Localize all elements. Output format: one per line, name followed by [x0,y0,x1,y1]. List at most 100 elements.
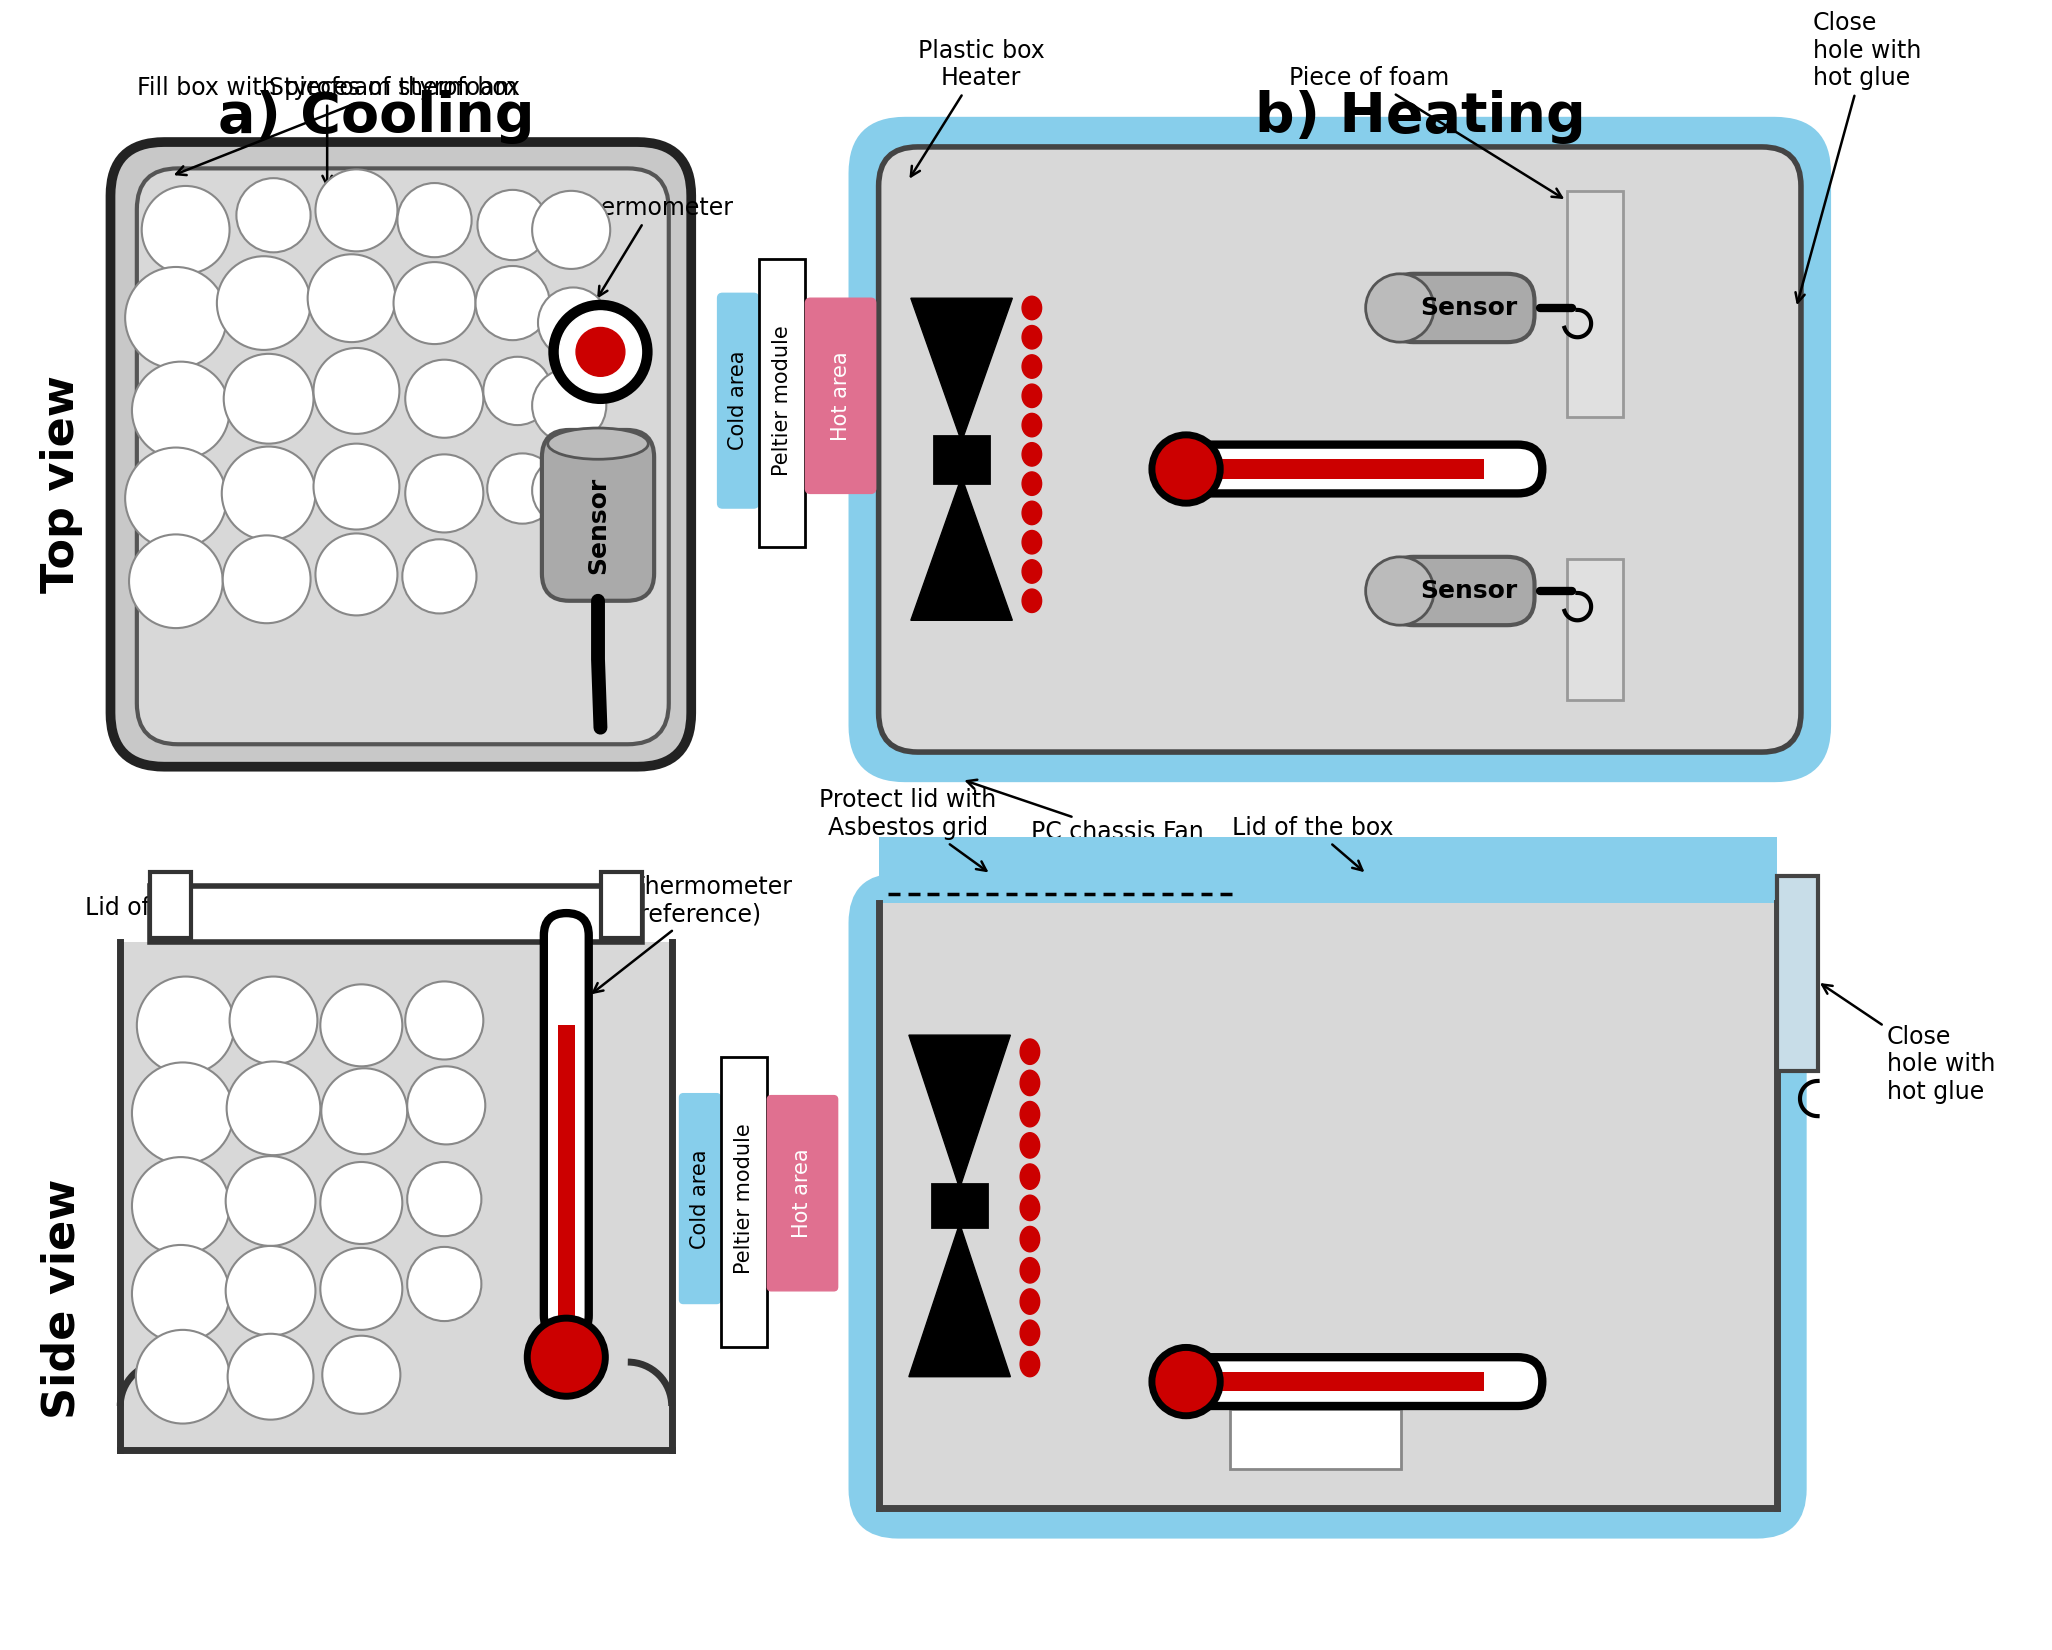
Circle shape [478,190,548,261]
Polygon shape [911,299,1012,442]
Circle shape [314,444,400,530]
Text: a) Cooling: a) Cooling [218,91,534,144]
Circle shape [486,454,558,523]
Text: Close
hole with
hot glue: Close hole with hot glue [1796,10,1921,302]
Ellipse shape [1022,589,1042,612]
Circle shape [226,1157,316,1246]
Ellipse shape [1022,442,1042,465]
Circle shape [131,361,230,459]
FancyBboxPatch shape [1166,444,1543,493]
Circle shape [484,356,552,426]
Ellipse shape [1020,1257,1040,1284]
Circle shape [550,302,650,403]
Text: Close
hole with
hot glue: Close hole with hot glue [1822,985,1995,1104]
Ellipse shape [548,427,648,459]
Circle shape [142,186,230,274]
FancyBboxPatch shape [852,876,1804,1536]
Circle shape [131,1246,230,1343]
Circle shape [131,1063,234,1163]
Circle shape [129,535,224,629]
Circle shape [228,1333,314,1419]
Ellipse shape [1022,384,1042,408]
Ellipse shape [1022,355,1042,378]
Text: Piece of foam: Piece of foam [1289,66,1562,198]
Circle shape [308,254,396,342]
Circle shape [316,533,398,615]
Text: Peltier module: Peltier module [735,1124,753,1274]
Circle shape [1151,1348,1221,1416]
Ellipse shape [1020,1320,1040,1345]
Ellipse shape [1022,502,1042,525]
Bar [720,1056,767,1348]
Bar [759,259,806,548]
Ellipse shape [1020,1289,1040,1315]
Bar [150,873,191,939]
Text: Fill box with pieces of styrofoam: Fill box with pieces of styrofoam [137,76,517,185]
Circle shape [314,348,400,434]
Bar [121,942,671,1450]
FancyBboxPatch shape [544,912,589,1338]
Circle shape [320,1162,402,1244]
Circle shape [531,457,601,525]
Text: Thermometer: Thermometer [570,196,733,297]
FancyBboxPatch shape [718,294,759,508]
Polygon shape [911,477,1012,620]
Text: Cold area: Cold area [728,351,749,450]
FancyBboxPatch shape [137,168,669,744]
Circle shape [577,327,626,376]
Circle shape [224,353,314,444]
Ellipse shape [1022,297,1042,320]
Polygon shape [909,1035,1010,1188]
Ellipse shape [1022,531,1042,554]
Ellipse shape [1022,414,1042,437]
Text: Lid of the box: Lid of the box [1231,815,1393,871]
Circle shape [1367,274,1434,342]
Polygon shape [909,1224,1010,1376]
FancyBboxPatch shape [1387,556,1535,625]
FancyBboxPatch shape [111,142,692,767]
Circle shape [320,985,402,1066]
Circle shape [224,535,310,624]
Circle shape [226,1246,316,1336]
Circle shape [1367,556,1434,625]
Text: Hot area: Hot area [792,1148,813,1238]
Circle shape [402,540,476,614]
Circle shape [125,447,226,549]
FancyBboxPatch shape [1166,1358,1543,1406]
FancyBboxPatch shape [806,299,876,493]
Text: Sensor: Sensor [587,477,609,574]
Bar [558,1025,575,1333]
Circle shape [218,256,310,350]
Ellipse shape [1020,1040,1040,1064]
Ellipse shape [1022,325,1042,348]
Circle shape [394,262,476,345]
Circle shape [404,982,484,1059]
Circle shape [322,1068,406,1155]
FancyBboxPatch shape [1387,274,1535,342]
Text: Side view: Side view [41,1178,84,1419]
Circle shape [230,977,318,1064]
Circle shape [404,454,484,533]
Text: Hot area: Hot area [831,351,852,441]
FancyBboxPatch shape [852,119,1828,779]
Circle shape [131,1157,230,1254]
Bar [601,873,642,939]
Text: Sensor: Sensor [1420,579,1518,602]
Text: Protect lid with
Asbestos grid: Protect lid with Asbestos grid [819,789,997,871]
Circle shape [398,183,472,257]
Circle shape [538,287,607,358]
FancyBboxPatch shape [767,1096,837,1290]
Bar [1229,1409,1402,1470]
Ellipse shape [1020,1132,1040,1158]
Text: Plastic box
Heater: Plastic box Heater [911,38,1044,177]
Circle shape [135,1330,230,1424]
FancyBboxPatch shape [542,431,655,601]
Circle shape [137,977,234,1074]
Circle shape [226,1061,320,1155]
Text: b) Heating: b) Heating [1256,91,1586,144]
Circle shape [406,1162,482,1236]
Bar [878,903,1777,1508]
Circle shape [527,1318,605,1396]
Ellipse shape [1022,559,1042,582]
Circle shape [404,360,484,437]
